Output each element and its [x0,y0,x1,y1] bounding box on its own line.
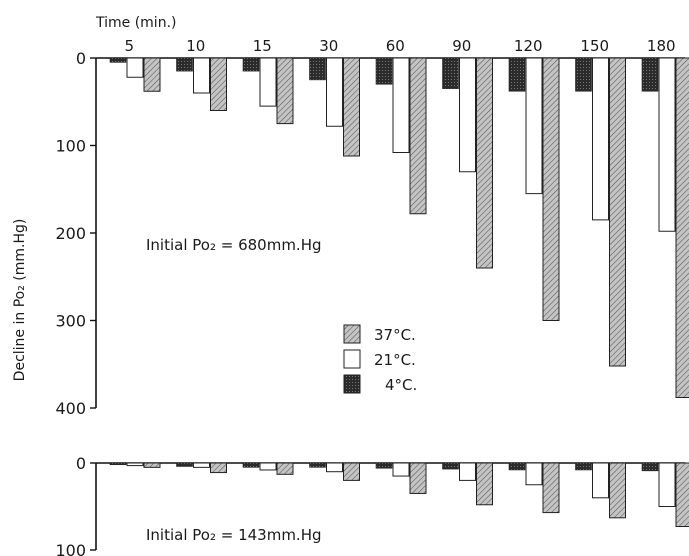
x-tick-label: 180 [647,37,676,55]
x-tick-label: 30 [319,37,338,55]
bar-21c-p2-180 [658,462,676,507]
bar-21c-p1-90 [459,57,476,173]
bar-37c-p1-150 [609,57,626,367]
bar-4c-p1-5 [109,57,127,63]
bar-4c-p2-60 [375,462,393,469]
y-tick-label: 100 [55,541,86,556]
y-tick-label: 200 [55,224,86,243]
bar-21c-p2-15 [259,462,277,471]
legend-swatch-21c [343,349,361,369]
bar-21c-p1-30 [326,57,343,127]
bar-4c-p1-10 [176,57,193,72]
bar-4c-p1-30 [309,57,326,81]
bar-37c-p2-150 [609,462,626,519]
bar-4c-p2-150 [575,462,592,471]
bar-37c-p1-30 [343,57,360,157]
bar-37c-p1-5 [143,57,161,92]
y-tick-label: 300 [55,312,86,331]
legend-label-37c: 37°C. [374,326,416,344]
x-tick-label: 150 [580,37,609,55]
bar-37c-p1-10 [210,57,227,111]
bar-4c-p1-180 [641,57,659,92]
bar-37c-p1-120 [542,57,560,321]
y-tick-label: 0 [76,454,86,473]
x-axis-title: Time (min.) [95,15,177,31]
bar-21c-p2-5 [126,462,144,467]
bar-21c-p2-90 [459,462,476,481]
x-tick-label: 90 [452,37,471,55]
bar-21c-p2-60 [392,462,410,477]
bar-37c-p1-60 [409,57,427,215]
bar-21c-p1-10 [193,57,210,94]
bar-37c-p1-90 [476,57,493,269]
legend-label-4c: 4°C. [385,376,417,394]
bar-4c-p1-15 [242,57,260,72]
x-tick-label: 120 [514,37,543,55]
legend: 37°C. 21°C. 4°C. [343,324,417,394]
legend-swatch-37c [343,324,361,344]
bar-21c-p2-30 [326,462,343,473]
bar-4c-p1-60 [375,57,393,85]
y-tick-label: 0 [76,49,86,68]
x-tick-label: 10 [186,37,205,55]
bar-21c-p1-5 [126,57,144,78]
panel-annotation: Initial Po₂ = 680mm.Hg [146,236,322,254]
bar-4c-p1-150 [575,57,592,92]
bar-21c-p2-150 [592,462,609,499]
bar-37c-p2-5 [143,462,161,468]
bar-4c-p2-90 [442,462,459,470]
bar-4c-p2-15 [242,462,260,468]
bar-37c-p2-90 [476,462,493,506]
panel-annotation: Initial Po₂ = 143mm.Hg [146,526,322,544]
bar-37c-p2-15 [276,462,294,475]
bar-4c-p1-120 [508,57,526,92]
bar-21c-p1-15 [259,57,277,107]
bar-37c-p2-120 [542,462,560,514]
bar-21c-p1-60 [392,57,410,153]
bar-37c-p2-10 [210,462,227,474]
y-tick-label: 100 [55,137,86,156]
legend-label-21c: 21°C. [374,351,416,369]
bar-21c-p1-150 [592,57,609,221]
x-tick-label: 15 [253,37,272,55]
y-axis-title: Decline in Po₂ (mm.Hg) [12,219,28,382]
bar-4c-p2-120 [508,462,526,471]
bar-37c-p2-30 [343,462,360,481]
bar-4c-p2-10 [176,462,193,467]
bar-37c-p1-15 [276,57,294,125]
bar-21c-p2-10 [193,462,210,468]
plot-area: 5 10 15 30 60 90 120 150 180 0 100 200 300 400 Initial… [55,37,689,556]
bar-21c-p1-120 [525,57,543,195]
bar-4c-p1-90 [442,57,459,89]
x-tick-label: 5 [124,37,134,55]
bar-4c-p2-5 [109,462,127,466]
y-tick-label: 400 [55,399,86,418]
x-tick-label: 60 [386,37,405,55]
bar-21c-p1-180 [658,57,676,232]
bar-4c-p2-180 [641,462,659,472]
legend-swatch-4c [343,374,361,394]
bar-37c-p2-180 [675,462,689,528]
bar-37c-p2-60 [409,462,427,494]
bar-21c-p2-120 [525,462,543,486]
bar-37c-p1-180 [675,57,689,398]
bar-4c-p2-30 [309,462,326,468]
